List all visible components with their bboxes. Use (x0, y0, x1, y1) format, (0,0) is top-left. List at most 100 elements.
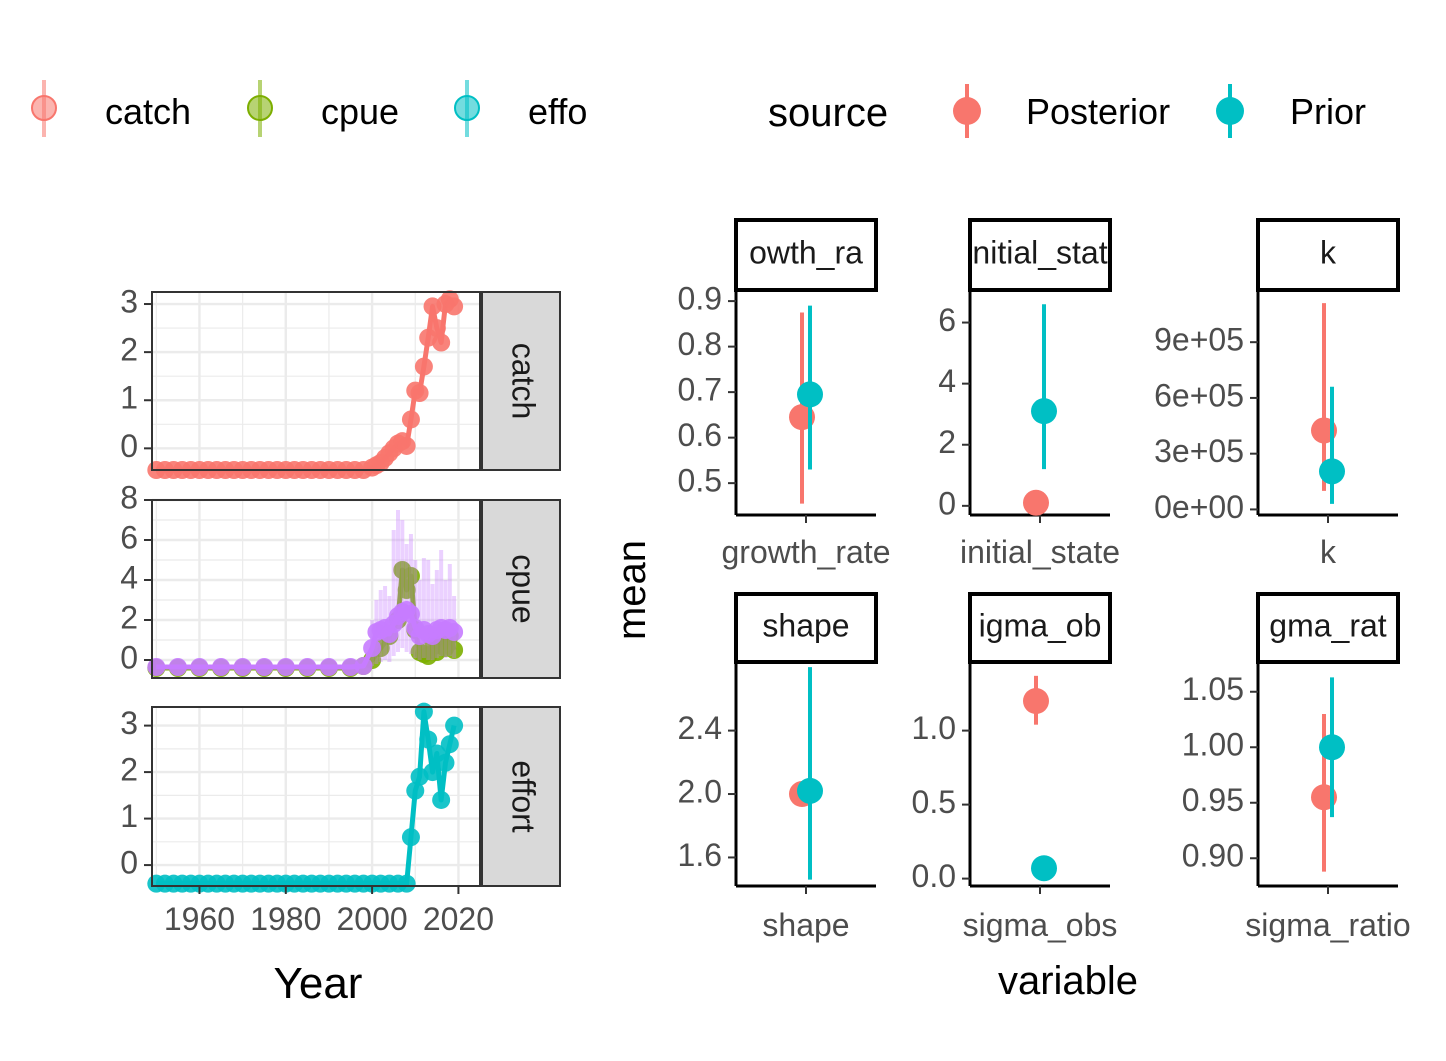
facet-strip (481, 499, 561, 679)
param-x-tick-label: sigma_ratio (1245, 907, 1410, 943)
data-point-catch (410, 384, 429, 403)
right-legend-title: source (768, 91, 888, 135)
point-prior (1031, 855, 1057, 882)
param-y-tick-label: 4 (938, 363, 956, 399)
data-point-cpue_alt (319, 658, 338, 676)
right-legend-label-prior: Prior (1290, 91, 1366, 132)
facet-strip (481, 706, 561, 887)
param-facet-strip (968, 218, 1112, 292)
param-y-tick-label: 6e+05 (1154, 377, 1244, 413)
right-legend-key-posterior-dot (953, 97, 981, 125)
right-legend-key-posterior (953, 84, 981, 138)
param-y-tick-label: 0.5 (678, 463, 722, 499)
param-facet-strip (1256, 592, 1400, 664)
left-legend-label-cpue: cpue (321, 91, 399, 132)
data-point-cpue_alt (212, 658, 231, 676)
time-series-x-axis-title: Year (274, 959, 363, 1008)
data-point-cpue_alt (445, 623, 464, 641)
facet-border (151, 291, 481, 471)
y-tick-label: 4 (120, 559, 138, 595)
param-y-tick-label: 1.0 (912, 710, 956, 746)
param-x-tick-label: growth_rate (722, 534, 891, 570)
data-point-cpue_alt (168, 658, 187, 676)
facet-strip-label: cpue (506, 554, 542, 623)
param-y-tick-label: 0.9 (678, 281, 722, 317)
param-y-tick-label: 0.7 (678, 372, 722, 408)
right-legend-key-prior-dot (1216, 97, 1244, 125)
param-facet-strip-label: k (1320, 234, 1337, 270)
data-point-cpue_alt (233, 658, 252, 676)
param-y-tick-label: 1.05 (1182, 671, 1244, 707)
param-y-tick-label: 0.95 (1182, 782, 1244, 818)
left-legend-key-catch (31, 80, 57, 137)
y-tick-label: 3 (120, 283, 138, 319)
data-point-catch (432, 333, 451, 352)
data-point-effort (436, 753, 455, 772)
facet-strip (481, 291, 561, 471)
right-legend-label-posterior: Posterior (1026, 91, 1170, 132)
param-facet-shape: shape 1.6 2.0 2.4 shape (678, 592, 878, 943)
y-tick-label: 2 (120, 332, 138, 368)
data-point-cpue_alt (354, 657, 373, 675)
series-line-effort (156, 709, 457, 887)
left-legend: catch cpue effo (31, 80, 587, 137)
param-y-tick-label: 1.6 (678, 837, 722, 873)
left-legend-key-cpue (247, 80, 273, 137)
param-y-tick-label: 1.00 (1182, 727, 1244, 763)
y-tick-label: 8 (120, 479, 138, 515)
param-x-tick-label: initial_state (960, 534, 1120, 570)
series-effort (147, 702, 464, 893)
param-facet-strip-label: owth_ra (749, 234, 863, 270)
param-y-tick-label: 0.8 (678, 326, 722, 362)
parameter-x-axis-title: variable (998, 959, 1138, 1003)
parameter-panel: owth_ra 0.5 0.6 0.7 0.8 0.9 growth_rate nitial_… (678, 218, 1411, 943)
data-point-cpue_alt (255, 658, 274, 676)
data-point-catch (397, 436, 416, 455)
y-tick-label: 6 (120, 519, 138, 555)
data-point-effort (406, 781, 425, 800)
facet-cpue: cpue 0 2 4 6 8 (120, 479, 561, 679)
data-point-cpue (397, 581, 416, 599)
point-prior (797, 381, 823, 408)
x-tick-label: 2000 (337, 901, 408, 937)
right-legend-key-prior (1216, 84, 1244, 138)
param-facet-k: k 0e+00 3e+05 6e+05 9e+05 k (1154, 218, 1400, 570)
data-point-cpue_alt (298, 658, 317, 676)
data-point-cpue_alt (190, 658, 209, 676)
facet-border (151, 706, 481, 887)
data-point-effort (432, 790, 451, 809)
param-facet-growth_rate: owth_ra 0.5 0.6 0.7 0.8 0.9 growth_rate (678, 218, 891, 570)
data-point-cpue_alt (401, 605, 420, 623)
left-legend-key-cpue-dot (247, 95, 273, 121)
param-facet-strip-label: nitial_stat (972, 234, 1107, 270)
param-y-tick-label: 0.6 (678, 417, 722, 453)
data-point-catch (401, 410, 420, 429)
param-x-tick-label: shape (762, 907, 849, 943)
param-facet-sigma_ratio: gma_rat 0.90 0.95 1.00 1.05 sigma_ratio (1182, 592, 1411, 943)
point-prior (1319, 458, 1345, 485)
x-tick-label: 1960 (164, 901, 235, 937)
param-facet-strip (734, 592, 878, 664)
y-tick-label: 2 (120, 599, 138, 635)
data-point-effort (401, 828, 420, 847)
param-facet-strip (1256, 218, 1400, 292)
param-y-tick-label: 3e+05 (1154, 433, 1244, 469)
left-legend-label-effort: effo (528, 91, 587, 132)
param-y-tick-label: 2.4 (678, 710, 722, 746)
data-point-cpue_alt (363, 639, 382, 657)
param-y-tick-label: 0e+00 (1154, 489, 1244, 525)
y-tick-label: 0 (120, 428, 138, 464)
param-y-tick-label: 2.0 (678, 773, 722, 809)
facet-strip-label: effort (506, 760, 542, 832)
param-facet-strip-label: gma_rat (1269, 607, 1387, 643)
data-point-cpue_alt (341, 658, 360, 676)
point-prior (1319, 734, 1345, 761)
facet-strip-label: catch (506, 343, 542, 419)
param-y-tick-label: 0.0 (912, 858, 956, 894)
param-facet-strip-label: igma_ob (979, 607, 1102, 643)
y-tick-label: 1 (120, 798, 138, 834)
facet-catch: catch 0 1 2 3 (120, 283, 561, 479)
data-point-effort (414, 702, 433, 721)
